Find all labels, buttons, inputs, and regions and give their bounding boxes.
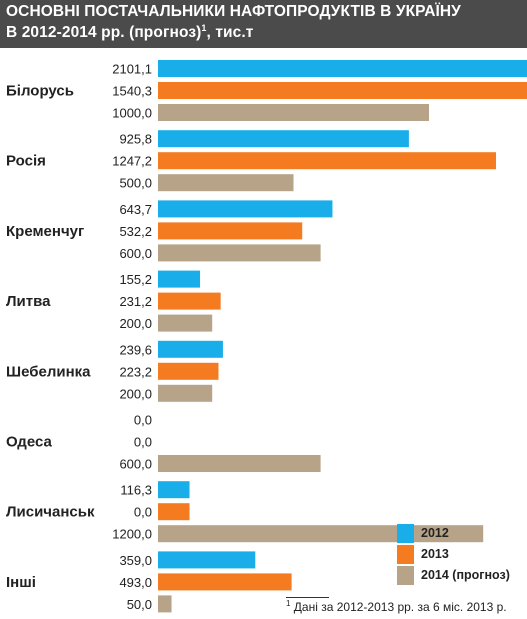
category-label-6: Лисичанськ xyxy=(6,504,95,521)
legend-label-2013: 2013 xyxy=(421,547,449,561)
title-line-2: В 2012-2014 рр. (прогноз)1, тис.т xyxy=(6,22,254,42)
bar-2-1 xyxy=(158,222,303,240)
bar-7-0 xyxy=(158,551,256,569)
value-label-1-1: 1247,2 xyxy=(112,154,152,169)
legend-swatch-2012 xyxy=(397,524,414,543)
value-label-5-2: 600,0 xyxy=(119,457,152,472)
value-label-3-1: 231,2 xyxy=(119,294,152,309)
bar-2-0 xyxy=(158,200,333,218)
category-label-4: Шебелинка xyxy=(6,363,91,380)
legend-item-2014: 2014 (прогноз) xyxy=(397,566,527,586)
bar-1-1 xyxy=(158,152,496,170)
legend-swatch-2013 xyxy=(397,545,414,564)
title-footnote-mark: 1 xyxy=(201,22,207,33)
value-label-3-2: 200,0 xyxy=(119,316,152,331)
bar-0-1 xyxy=(158,82,527,99)
footnote: 1 Дані за 2012-2013 рр. за 6 міс. 2013 р… xyxy=(286,599,507,615)
value-label-5-0: 0,0 xyxy=(134,413,152,428)
value-label-2-2: 600,0 xyxy=(119,246,152,261)
title-line-2-text: В 2012-2014 рр. (прогноз) xyxy=(6,24,202,41)
footnote-divider xyxy=(286,597,329,598)
bar-7-1 xyxy=(158,573,292,591)
bar-7-2 xyxy=(158,595,172,613)
value-label-2-0: 643,7 xyxy=(119,202,152,217)
category-label-0: Білорусь xyxy=(6,83,74,100)
value-label-6-0: 116,3 xyxy=(120,483,152,498)
value-label-7-2: 50,0 xyxy=(127,597,152,612)
value-label-4-0: 239,6 xyxy=(119,342,152,357)
bar-6-0 xyxy=(158,481,190,499)
bar-3-1 xyxy=(158,292,221,310)
title-unit: , тис.т xyxy=(206,24,254,41)
value-label-7-1: 493,0 xyxy=(119,575,152,590)
bar-0-0 xyxy=(158,60,527,77)
bar-2-2 xyxy=(158,244,321,262)
value-label-0-2: 1000,0 xyxy=(112,106,152,121)
chart-header: ОСНОВНІ ПОСТАЧАЛЬНИКИ НАФТОПРОДУКТІВ В У… xyxy=(0,0,527,48)
value-label-1-2: 500,0 xyxy=(119,176,152,191)
category-label-1: Росія xyxy=(6,153,46,170)
value-label-0-0: 2101,1 xyxy=(112,62,152,77)
footnote-text: Дані за 2012-2013 рр. за 6 міс. 2013 р. xyxy=(290,600,507,614)
bar-4-0 xyxy=(158,340,223,358)
footnote-mark: 1 xyxy=(286,599,291,608)
value-label-2-1: 532,2 xyxy=(119,224,152,239)
category-label-2: Кременчуг xyxy=(6,223,84,240)
bar-4-1 xyxy=(158,362,219,380)
value-label-3-0: 155,2 xyxy=(119,272,152,287)
value-label-6-1: 0,0 xyxy=(134,505,152,520)
value-label-7-0: 359,0 xyxy=(119,553,152,568)
legend-label-2012: 2012 xyxy=(421,526,449,540)
value-label-4-1: 223,2 xyxy=(119,364,152,379)
legend-item-2012: 2012 xyxy=(397,524,527,544)
bar-1-2 xyxy=(158,174,294,192)
bar-1-0 xyxy=(158,130,409,148)
category-label-7: Інші xyxy=(6,574,36,591)
category-label-5: Одеса xyxy=(6,434,52,451)
value-label-4-2: 200,0 xyxy=(119,386,152,401)
bar-5-2 xyxy=(158,455,321,472)
title-line-1: ОСНОВНІ ПОСТАЧАЛЬНИКИ НАФТОПРОДУКТІВ В У… xyxy=(6,3,461,20)
value-label-6-2: 1200,0 xyxy=(112,527,152,542)
bar-4-2 xyxy=(158,384,213,402)
value-label-5-1: 0,0 xyxy=(134,435,152,450)
value-label-0-1: 1540,3 xyxy=(112,84,152,99)
bar-0-2 xyxy=(158,104,429,121)
legend-label-2014: 2014 (прогноз) xyxy=(421,568,510,582)
legend-swatch-2014 xyxy=(397,566,414,585)
bar-6-1 xyxy=(158,503,190,521)
bar-3-2 xyxy=(158,314,213,332)
category-label-3: Литва xyxy=(6,293,51,310)
bar-3-0 xyxy=(158,270,201,288)
legend-item-2013: 2013 xyxy=(397,545,527,565)
value-label-1-0: 925,8 xyxy=(119,132,152,147)
